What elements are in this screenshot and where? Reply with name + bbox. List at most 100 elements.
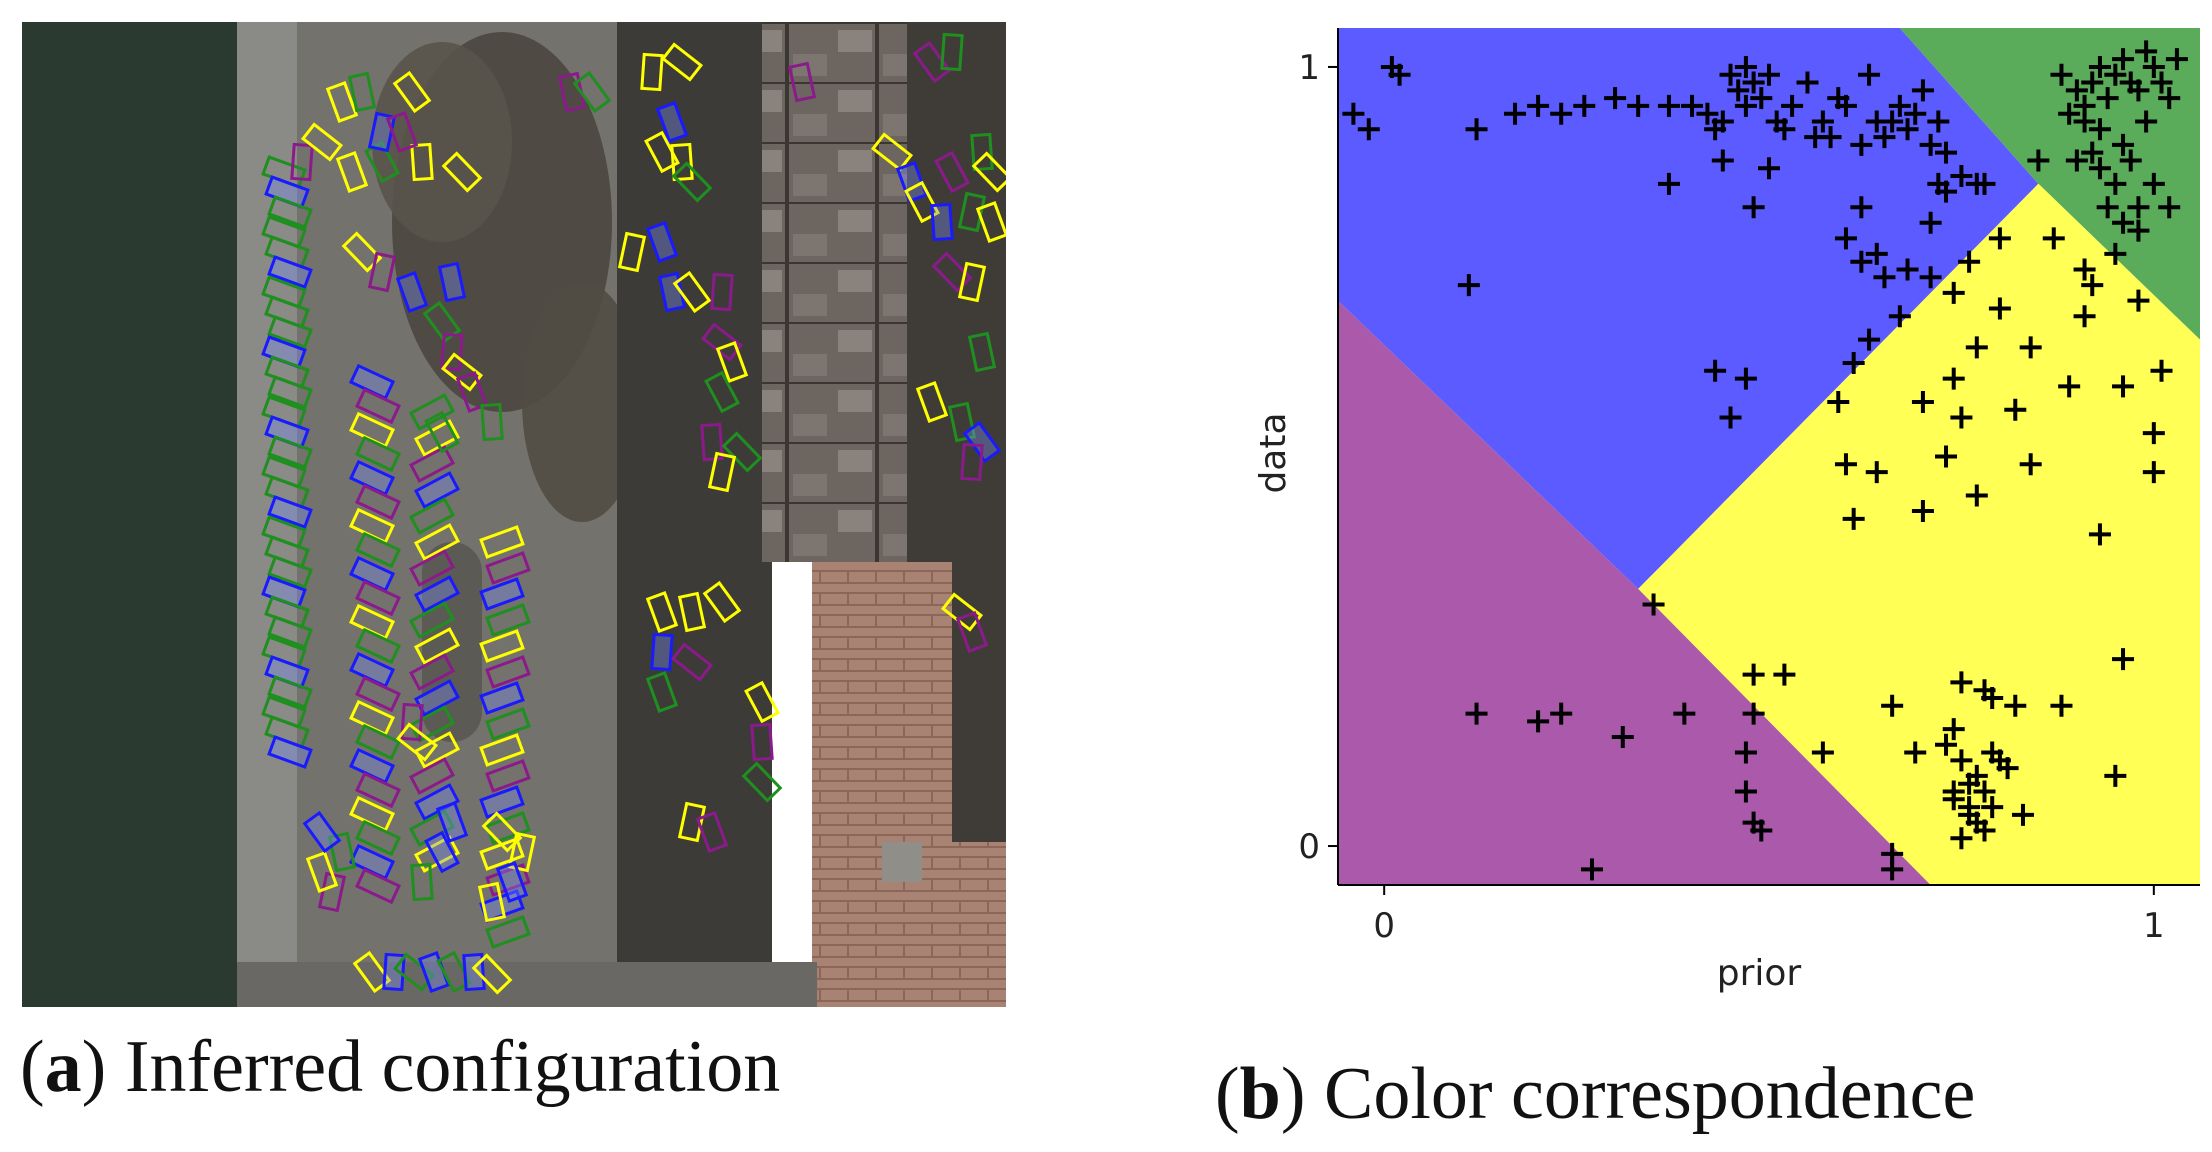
detection-box-purple xyxy=(354,579,402,617)
data-point xyxy=(2127,79,2150,102)
detection-box-green xyxy=(424,410,460,454)
data-point xyxy=(2112,375,2135,398)
data-point xyxy=(1850,250,1873,273)
data-point xyxy=(1842,507,1865,530)
detection-box-yellow xyxy=(395,722,439,762)
detection-box-purple xyxy=(354,387,402,425)
data-point xyxy=(1742,702,1765,725)
detection-box-purple xyxy=(408,653,456,691)
detection-box-green xyxy=(572,70,612,114)
detection-box-yellow xyxy=(300,122,344,162)
data-point xyxy=(2150,71,2173,94)
data-point xyxy=(1935,141,1958,164)
data-point xyxy=(1842,352,1865,375)
data-point xyxy=(2142,461,2165,484)
y-ticks: 01 xyxy=(1298,48,1338,867)
detection-box-blue xyxy=(413,471,461,509)
detection-box-green xyxy=(940,32,964,72)
data-point xyxy=(2112,211,2135,234)
detection-box-green xyxy=(485,915,531,949)
detection-box-purple xyxy=(440,332,464,372)
data-point xyxy=(1611,725,1634,748)
data-point xyxy=(1604,87,1627,110)
data-point xyxy=(1935,733,1958,756)
data-point xyxy=(1904,102,1927,125)
data-point xyxy=(1858,63,1881,86)
data-point xyxy=(1673,702,1696,725)
data-point xyxy=(2004,694,2027,717)
data-point xyxy=(2073,110,2096,133)
detection-box-yellow xyxy=(479,733,525,767)
detection-box-yellow xyxy=(672,270,712,314)
data-point xyxy=(1973,780,1996,803)
data-point xyxy=(1834,94,1857,117)
detection-box-yellow xyxy=(507,831,537,873)
detection-box-green xyxy=(267,555,313,589)
detection-box-green xyxy=(347,71,377,113)
detection-box-blue xyxy=(962,420,1002,464)
data-point xyxy=(1865,461,1888,484)
data-point xyxy=(2104,172,2127,195)
detection-box-yellow xyxy=(325,81,359,123)
detection-box-yellow xyxy=(479,525,525,559)
detection-box-yellow xyxy=(305,851,339,893)
detection-box-purple xyxy=(695,811,729,853)
detection-box-purple xyxy=(408,757,456,795)
detection-box-green xyxy=(485,603,531,637)
data-point xyxy=(1950,671,1973,694)
detection-box-green xyxy=(645,671,679,713)
data-point xyxy=(2065,79,2088,102)
caption-a-label: a xyxy=(44,1026,82,1108)
data-point xyxy=(1711,149,1734,172)
data-point xyxy=(2088,523,2111,546)
data-point xyxy=(2142,422,2165,445)
detection-box-yellow xyxy=(413,419,461,457)
detection-box-yellow xyxy=(915,381,949,423)
detection-box-purple xyxy=(354,483,402,521)
data-point xyxy=(1965,484,1988,507)
detection-box-purple xyxy=(670,642,714,682)
roof-feature xyxy=(882,842,922,882)
caption-a-text: Inferred configuration xyxy=(124,1026,781,1108)
detection-box-yellow xyxy=(975,201,1006,243)
data-point xyxy=(1719,63,1742,86)
data-point xyxy=(1919,133,1942,156)
detection-box-green xyxy=(267,195,313,229)
detection-box-blue xyxy=(435,801,469,843)
detection-box-green xyxy=(408,497,456,535)
detection-box-yellow xyxy=(479,629,525,663)
data-point xyxy=(1981,687,2004,710)
detection-box-green xyxy=(267,375,313,409)
detection-box-blue xyxy=(413,783,461,821)
detection-box-purple xyxy=(290,142,314,182)
detection-box-purple xyxy=(912,40,952,84)
detection-box-green xyxy=(436,950,472,994)
data-point xyxy=(1681,94,1704,117)
data-point xyxy=(2081,274,2104,297)
data-point xyxy=(1958,796,1981,819)
data-point xyxy=(1734,55,1757,78)
detection-box-yellow xyxy=(957,261,987,303)
data-point xyxy=(1773,663,1796,686)
detection-box-yellow xyxy=(441,151,483,193)
data-point xyxy=(1896,258,1919,281)
detection-box-green xyxy=(354,819,402,857)
detection-box-blue xyxy=(650,632,674,672)
data-point xyxy=(1388,63,1411,86)
data-point xyxy=(1911,79,1934,102)
data-point xyxy=(2142,172,2165,195)
data-point xyxy=(1942,718,1965,741)
detection-box-purple xyxy=(750,722,774,762)
tile-rooftops xyxy=(812,562,952,1007)
detection-box-yellow xyxy=(413,627,461,665)
data-point xyxy=(1580,858,1603,881)
data-point xyxy=(1550,702,1573,725)
caption-b: (b) Color correspondence xyxy=(1215,1053,1976,1135)
detection-box-yellow xyxy=(471,953,513,995)
data-point xyxy=(2042,227,2065,250)
detection-box-yellow xyxy=(392,70,432,114)
caption-a: (a) Inferred configuration xyxy=(20,1026,781,1108)
data-point xyxy=(1950,827,1973,850)
street xyxy=(617,22,772,1007)
